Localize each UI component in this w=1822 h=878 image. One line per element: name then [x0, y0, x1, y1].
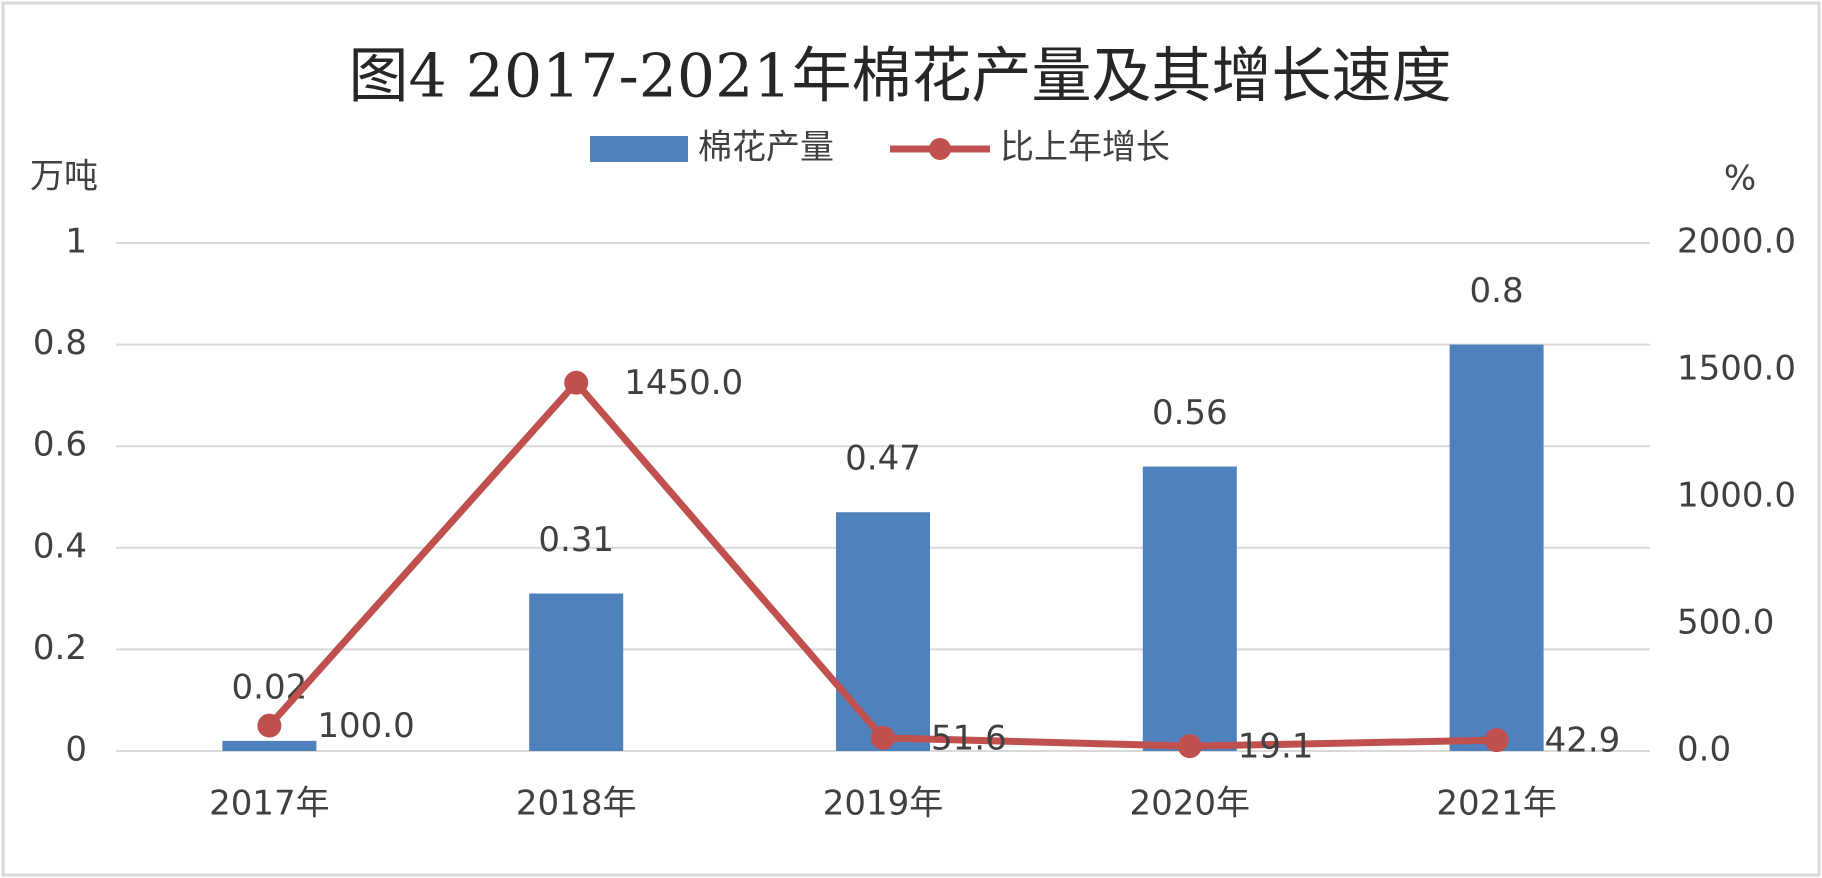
y2-axis-label: %: [1724, 159, 1756, 199]
y-tick-label: 0: [65, 730, 87, 770]
line-point: [1484, 728, 1509, 753]
data-label: 0.31: [538, 520, 614, 560]
bar: [1449, 344, 1544, 751]
y2-tick-label: 500.0: [1677, 603, 1774, 643]
y2-tick-label: 1500.0: [1677, 349, 1796, 389]
bar: [529, 593, 624, 751]
x-tick-label: 2017年: [209, 784, 330, 824]
line-point: [257, 713, 282, 738]
y-axis-label: 万吨: [30, 157, 98, 197]
y2-tick-label: 0.0: [1677, 730, 1731, 770]
y-tick-label: 1: [65, 222, 87, 262]
data-label: 51.6: [931, 718, 1007, 758]
legend-label: 棉花产量: [698, 128, 834, 168]
data-label: 1450.0: [624, 363, 743, 403]
data-label: 0.47: [845, 439, 921, 479]
line-point: [871, 725, 895, 750]
bar: [836, 512, 930, 751]
legend-label: 比上年增长: [1000, 128, 1170, 168]
data-label: 100.0: [317, 706, 414, 746]
bar: [222, 740, 317, 751]
line-point: [1177, 734, 1202, 759]
legend-swatch: [929, 138, 951, 160]
x-tick-label: 2020年: [1130, 784, 1251, 824]
x-tick-label: 2018年: [516, 784, 637, 824]
y-tick-label: 0.4: [33, 526, 87, 566]
bar: [1142, 466, 1237, 751]
data-label: 0.8: [1470, 271, 1524, 311]
legend-swatch: [590, 136, 688, 162]
x-tick-label: 2019年: [823, 784, 944, 824]
chart-title: 图4 2017-2021年棉花产量及其增长速度: [349, 42, 1452, 112]
y-tick-label: 0.6: [33, 425, 87, 465]
line-point: [564, 370, 589, 395]
data-label: 0.56: [1152, 393, 1228, 433]
y-tick-label: 0.2: [33, 628, 87, 668]
y-tick-label: 0.8: [33, 323, 87, 363]
y2-tick-label: 1000.0: [1677, 476, 1796, 516]
data-label: 0.02: [232, 667, 308, 707]
y2-tick-label: 2000.0: [1677, 222, 1796, 262]
data-label: 42.9: [1545, 721, 1621, 761]
data-label: 19.1: [1238, 727, 1314, 767]
x-tick-label: 2021年: [1436, 784, 1557, 824]
